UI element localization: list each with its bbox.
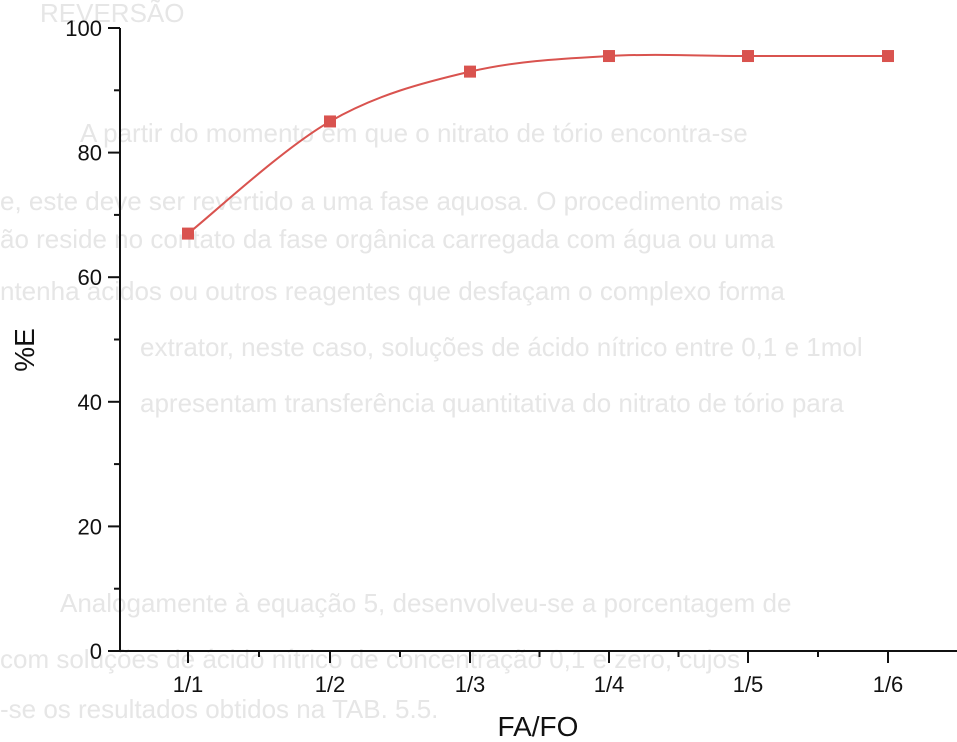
x-tick-label: 1/4 (594, 672, 625, 697)
y-tick-label: 60 (78, 265, 102, 290)
ghost-line: apresentam transferência quantitativa do… (140, 388, 844, 418)
x-axis-title: FA/FO (498, 711, 579, 742)
y-axis-title: %E (9, 328, 40, 372)
faded-background-text: REVERSÃO A partir do momento em que o ni… (0, 0, 863, 724)
ghost-line: Analogamente à equação 5, desenvolveu-se… (60, 588, 791, 618)
data-point-marker (742, 50, 754, 63)
data-point-marker (324, 115, 336, 128)
ghost-line: com soluções de ácido nítrico de concent… (0, 644, 740, 674)
data-point-marker (882, 50, 894, 63)
x-tick-label: 1/3 (455, 672, 486, 697)
y-tick-label: 0 (90, 639, 102, 664)
x-tick-label: 1/2 (315, 672, 346, 697)
y-tick-label: 100 (65, 16, 102, 41)
series-line (187, 53, 888, 235)
ghost-line: extrator, neste caso, soluções de ácido … (140, 332, 863, 362)
y-tick-label: 80 (78, 141, 102, 166)
x-tick-label: 1/5 (733, 672, 764, 697)
y-tick-label: 40 (78, 390, 102, 415)
x-tick-label: 1/1 (173, 672, 204, 697)
ghost-line: ntenha ácidos ou outros reagentes que de… (0, 276, 785, 306)
data-point-marker (182, 227, 194, 240)
ghost-line: A partir do momento em que o nitrato de … (80, 118, 748, 148)
x-tick-label: 1/6 (873, 672, 904, 697)
ghost-line: ão reside no contato da fase orgânica ca… (0, 224, 775, 254)
y-tick-label: 20 (78, 514, 102, 539)
ghost-line: REVERSÃO (40, 0, 185, 28)
data-point-marker (603, 50, 615, 63)
series (182, 50, 894, 240)
ticks: 0 20 40 60 80 100 1/1 1/2 1/3 1/4 1/5 1/6 (65, 16, 903, 697)
data-point-marker (464, 65, 476, 78)
ghost-line: e, este deve ser revertido a uma fase aq… (0, 186, 783, 216)
ghost-line: -se os resultados obtidos na TAB. 5.5. (0, 694, 438, 724)
